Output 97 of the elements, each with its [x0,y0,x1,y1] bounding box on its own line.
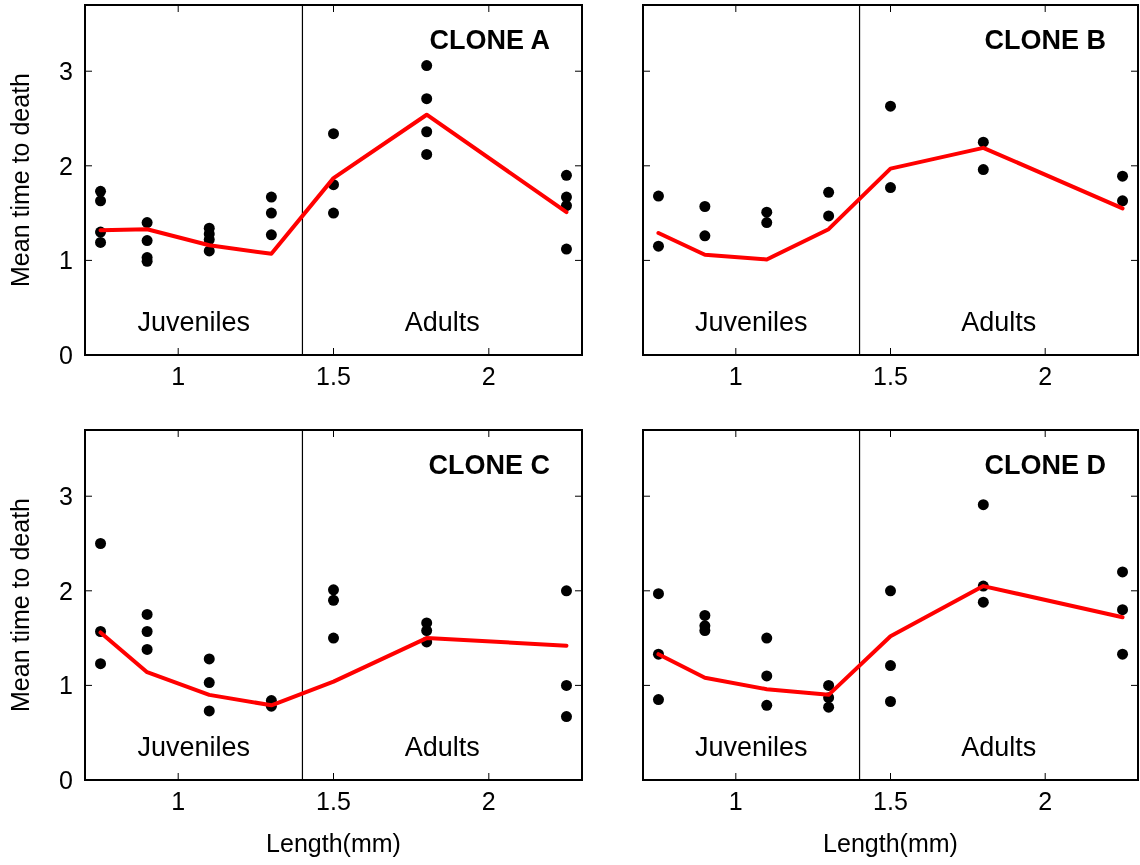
point [560,711,572,723]
point [885,660,896,672]
point [95,195,107,207]
point [95,538,107,549]
text: CLONE D [984,450,1106,480]
point [421,60,433,72]
point [421,93,433,105]
point [141,626,153,637]
x-tick-label: 1.5 [873,787,908,815]
point [560,243,572,255]
point [652,588,664,600]
point [95,185,107,197]
point [761,217,773,229]
point [203,653,215,665]
y-tick-label: 1 [59,246,73,275]
annotation: Adults [961,307,1037,337]
point [885,696,896,707]
x-tick-label: 2 [481,362,496,390]
y-tick-label: 1 [59,671,73,700]
x-tick-label: 2 [1038,787,1053,815]
y-tick-label: 3 [59,57,73,86]
y-axis-title: Mean time to death [6,497,34,713]
x-tick-label: 1.5 [316,362,351,390]
point [652,240,664,252]
x-tick-label: 1 [728,362,743,390]
point [1117,604,1129,616]
y-tick-label: 3 [59,482,73,511]
point [885,100,896,112]
x-tick-label: 2 [1038,362,1053,390]
annotation: Adults [961,732,1037,762]
point [421,126,433,138]
point [652,190,664,202]
x-axis-title: Length(mm) [266,829,401,857]
point [141,608,153,620]
point [328,207,339,219]
point [761,670,773,682]
y-tick-label: 2 [59,576,73,605]
point [699,609,711,621]
point [560,679,572,691]
x-tick-label: 1 [171,787,186,815]
point [977,596,989,608]
annotation: Juveniles [695,307,808,337]
point [328,584,339,596]
point [1117,648,1129,660]
y-tick-label: 0 [59,766,73,794]
x-axis-title: Length(mm) [823,829,958,857]
point [823,210,835,222]
x-tick-label: 1 [728,787,743,815]
point [203,677,215,689]
point [141,643,153,655]
point [977,136,989,148]
y-axis-title: Mean time to death [6,72,34,288]
point [823,679,835,691]
point [1117,566,1129,578]
point [265,191,277,203]
text: CLONE A [429,25,550,55]
point [328,128,339,140]
point [1117,170,1129,182]
point [560,169,572,181]
point [699,230,711,242]
point [560,585,572,597]
point [699,201,711,212]
point [141,235,153,247]
point [95,658,107,670]
point [1117,195,1129,207]
point [761,206,773,218]
point [421,625,433,637]
x-tick-label: 1 [171,362,186,390]
annotation: Juveniles [695,732,808,762]
text: CLONE C [428,450,550,480]
point [265,207,277,219]
text: CLONE B [984,25,1106,55]
annotation: Juveniles [137,732,250,762]
annotation: Juveniles [137,307,250,337]
point [823,186,835,198]
point [265,229,277,241]
y-tick-label: 0 [59,341,73,369]
point [203,705,215,717]
x-tick-label: 1.5 [316,787,351,815]
point [977,499,989,511]
point [95,236,107,248]
point [328,632,339,644]
point [761,699,773,711]
point [885,585,896,597]
point [652,694,664,706]
point [761,632,773,644]
point [823,701,835,713]
annotation: Adults [404,307,480,337]
x-tick-label: 2 [481,787,496,815]
annotation: Adults [404,732,480,762]
point [977,164,989,176]
y-tick-label: 2 [59,151,73,180]
point [328,594,339,606]
x-tick-label: 1.5 [873,362,908,390]
point [885,182,896,194]
point [421,148,433,160]
point [141,217,153,229]
